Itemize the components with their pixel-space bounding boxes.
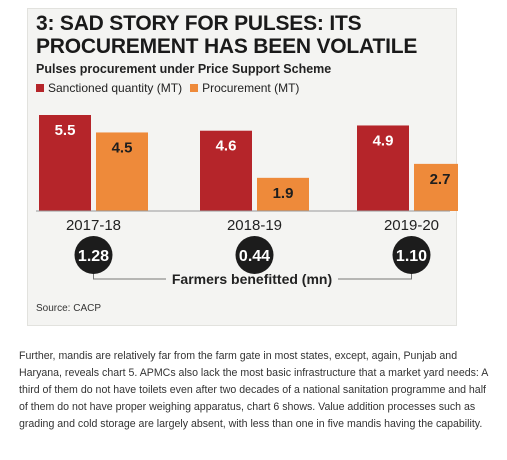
legend-label-procurement: Procurement (MT) bbox=[202, 81, 300, 95]
legend-item-sanctioned: Sanctioned quantity (MT) bbox=[36, 81, 182, 95]
chart-legend: Sanctioned quantity (MT) Procurement (MT… bbox=[36, 81, 307, 95]
farmers-badge-value-2017-18: 1.28 bbox=[78, 248, 109, 265]
farmers-badge-2018-19 bbox=[235, 236, 274, 274]
data-label-sanctioned-2017-18: 5.5 bbox=[55, 122, 76, 139]
farmers-badge-2017-18 bbox=[74, 236, 113, 274]
x-tick-label-2018-19: 2018-19 bbox=[227, 217, 282, 234]
article-paragraph: Further, mandis are relatively far from … bbox=[19, 349, 488, 430]
farmers-label-background bbox=[166, 269, 338, 289]
data-label-sanctioned-2018-19: 4.6 bbox=[216, 138, 237, 155]
bar-sanctioned-2019-20 bbox=[357, 125, 409, 211]
farmers-badge-value-2018-19: 0.44 bbox=[239, 248, 270, 265]
data-label-sanctioned-2019-20: 4.9 bbox=[373, 132, 394, 149]
chart-card: 3: SAD STORY FOR PULSES: ITS PROCUREMENT… bbox=[27, 8, 458, 326]
x-tick-label-2017-18: 2017-18 bbox=[66, 217, 121, 234]
legend-label-sanctioned: Sanctioned quantity (MT) bbox=[48, 81, 183, 95]
source-note: Source: CACP bbox=[36, 303, 102, 314]
legend-swatch-procurement bbox=[190, 84, 199, 92]
bar-chart: 5.5 4.5 2017-18 4.6 1.9 2018-19 4.9 2.7 2019-20 F… bbox=[36, 115, 458, 289]
bar-procurement-2019-20 bbox=[414, 163, 458, 211]
bar-sanctioned-2017-18 bbox=[39, 115, 91, 211]
x-tick-label-2019-20: 2019-20 bbox=[384, 217, 439, 234]
data-label-procurement-2018-19: 1.9 bbox=[273, 185, 294, 202]
bar-procurement-2018-19 bbox=[257, 177, 309, 211]
data-label-procurement-2019-20: 2.7 bbox=[430, 171, 451, 188]
farmers-badge-value-2019-20: 1.10 bbox=[396, 248, 427, 265]
chart-title: 3: SAD STORY FOR PULSES: ITS PROCUREMENT… bbox=[36, 12, 418, 58]
bar-sanctioned-2018-19 bbox=[200, 130, 252, 211]
bar-procurement-2017-18 bbox=[96, 132, 148, 211]
legend-item-procurement: Procurement (MT) bbox=[190, 81, 299, 95]
farmers-badge-2019-20 bbox=[392, 236, 431, 274]
chart-subtitle: Pulses procurement under Price Support S… bbox=[36, 62, 332, 76]
farmers-benefitted-label: Farmers benefitted (mn) bbox=[172, 271, 332, 287]
legend-swatch-sanctioned bbox=[36, 84, 44, 92]
data-label-procurement-2017-18: 4.5 bbox=[112, 139, 133, 156]
